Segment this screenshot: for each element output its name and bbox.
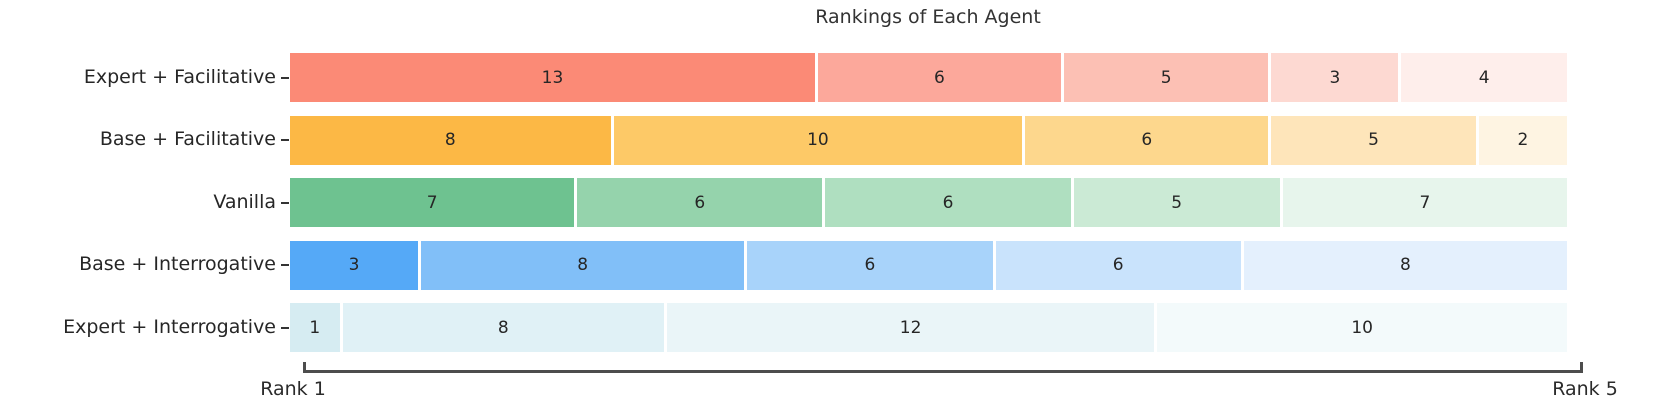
bar-segment: 2 — [1478, 115, 1567, 165]
bar-segment: 6 — [817, 53, 1061, 102]
x-axis-label-rank1: Rank 1 — [260, 378, 326, 400]
bar-segment: 4 — [1401, 53, 1568, 102]
bar-segment: 8 — [342, 303, 664, 352]
bar-segment: 8 — [1243, 240, 1568, 290]
x-axis-label-rank5: Rank 5 — [1552, 378, 1618, 400]
bar-segment: 1 — [290, 303, 340, 352]
bar-segment: 3 — [1271, 53, 1399, 102]
bar-row: 13 6 5 3 4 — [290, 53, 1568, 102]
y-axis-tick — [281, 139, 289, 141]
bar-segment: 7 — [290, 178, 575, 227]
bar-segment: 10 — [613, 115, 1023, 165]
y-axis-tick — [281, 326, 289, 329]
chart-title: Rankings of Each Agent — [815, 6, 1041, 28]
y-axis-label: Expert + Interrogative — [63, 315, 276, 338]
bar-row: 1 8 12 10 — [290, 303, 1567, 352]
y-axis-tick — [281, 264, 289, 266]
y-axis-label: Vanilla — [213, 190, 276, 213]
bar-segment: 12 — [666, 303, 1155, 352]
bar-segment: 8 — [421, 240, 745, 290]
bar-segment: 5 — [1271, 115, 1476, 165]
y-axis-label: Expert + Facilitative — [83, 65, 276, 88]
x-axis-left-tick — [303, 362, 306, 371]
bar-segment: 5 — [1073, 178, 1280, 227]
bar-segment: 6 — [747, 240, 993, 290]
bar-row: 8 10 6 5 2 — [290, 115, 1567, 165]
y-axis-label: Base + Interrogative — [79, 253, 276, 275]
y-axis-label: Base + Facilitative — [99, 128, 276, 150]
bar-segment: 13 — [290, 53, 815, 102]
bar-segment: 6 — [825, 178, 1071, 227]
y-axis-tick — [281, 76, 289, 79]
y-axis-tick — [281, 201, 289, 204]
bar-segment: 6 — [995, 240, 1241, 290]
bar-segment: 6 — [577, 178, 823, 227]
bar-segment: 5 — [1063, 53, 1269, 102]
bar-segment: 8 — [290, 115, 611, 165]
x-axis-right-tick — [1580, 362, 1583, 371]
bar-segment: 6 — [1025, 115, 1269, 165]
x-axis-line — [303, 370, 1583, 373]
bar-segment: 7 — [1282, 178, 1567, 227]
bar-segment: 10 — [1157, 303, 1567, 352]
bar-segment: 3 — [290, 240, 419, 290]
